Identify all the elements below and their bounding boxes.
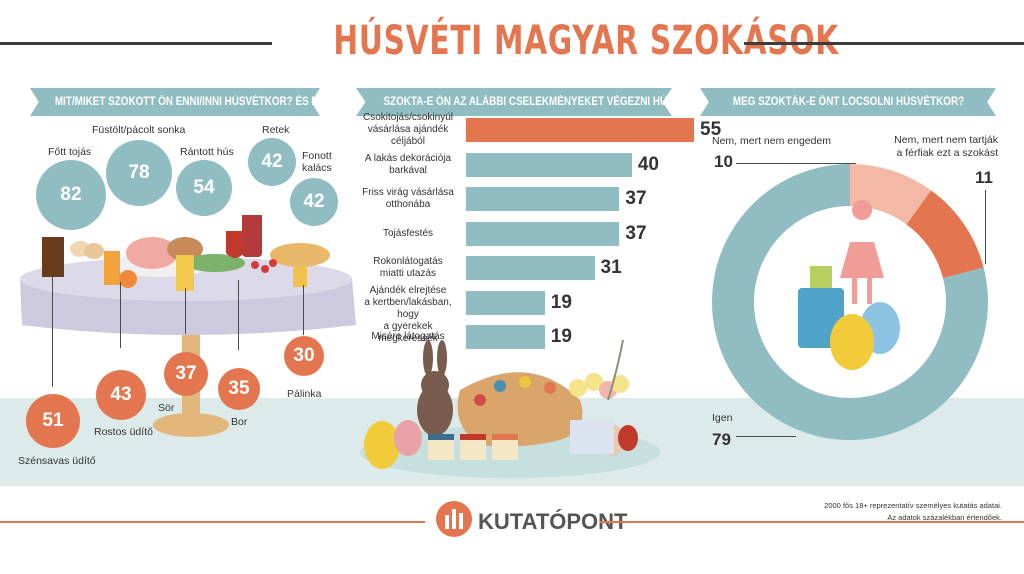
donut-label-nem-engedem: Nem, mert nem engedem bbox=[712, 135, 832, 147]
donut-value-nem-engedem: 10 bbox=[714, 152, 733, 171]
bar-category-label: Ajándék elrejtése a kertben/lakásban, ho… bbox=[364, 284, 452, 344]
drink-label-sor: Sör bbox=[158, 402, 175, 414]
bar-category-label: Misére látogatás bbox=[371, 331, 445, 342]
donut-slice bbox=[712, 164, 988, 440]
activities-section-header: SZOKTA-E ÖN AZ ALÁBBI CSELEKMÉNYEKET VÉG… bbox=[356, 88, 672, 116]
food-bubble-rantott-hus: 54 bbox=[176, 160, 232, 216]
perfume-egg-illustration bbox=[798, 200, 900, 370]
easter-illustration bbox=[360, 340, 660, 478]
food-section-header: MIT/MIKET SZOKOTT ÖN ENNI/INNI HÚSVÉTKOR… bbox=[30, 88, 320, 116]
bar-value-label: 40 bbox=[637, 153, 659, 175]
food-bubble-retek: 42 bbox=[248, 138, 296, 186]
bar-category-label: Friss virág vásárlása otthonába bbox=[362, 187, 454, 210]
bar-category-label: Tojásfestés bbox=[382, 227, 434, 239]
kutatopont-logo-icon bbox=[436, 501, 472, 537]
food-label-kalacs: Fonott kalács bbox=[302, 150, 332, 174]
food-bubble-kalacs: 42 bbox=[290, 178, 338, 226]
bar bbox=[466, 221, 620, 246]
donut-leader-nem-tartjak bbox=[985, 190, 986, 264]
bar bbox=[466, 256, 595, 280]
bar bbox=[466, 118, 694, 142]
donut-value-igen: 79 bbox=[712, 430, 731, 449]
donut-slice bbox=[906, 190, 984, 279]
food-bubble-fott-tojas: 82 bbox=[36, 160, 106, 230]
donut-leader-igen bbox=[736, 436, 796, 437]
sprinkle-section-header-text: MEG SZOKTÁK-E ÖNT LOCSOLNI HÚSVÉTKOR? bbox=[732, 96, 964, 108]
bar bbox=[466, 290, 545, 315]
donut-leader-line-nem-engedem bbox=[736, 163, 856, 164]
drink-label-rostos: Rostos üdítő bbox=[94, 426, 153, 438]
sprinkle-section-header: MEG SZOKTÁK-E ÖNT LOCSOLNI HÚSVÉTKOR? bbox=[700, 88, 996, 116]
title-divider-left bbox=[0, 42, 272, 45]
bar-category-label: Csokitojás/csokinyúl vásárlása ajándék c… bbox=[362, 112, 454, 147]
bar-value-label: 19 bbox=[550, 291, 572, 313]
bar-value-label: 37 bbox=[625, 222, 647, 244]
drink-bubble-rostos: 43 bbox=[96, 370, 146, 420]
food-label-sonka: Füstölt/pácolt sonka bbox=[92, 124, 186, 136]
food-section-header-text: MIT/MIKET SZOKOTT ÖN ENNI/INNI HÚSVÉTKOR… bbox=[54, 96, 360, 108]
footer-divider-left bbox=[0, 521, 425, 523]
leader-line-bor bbox=[238, 280, 239, 350]
footnote-unit: Az adatok százalékban értendőek. bbox=[887, 513, 1002, 522]
bar-value-label: 31 bbox=[600, 257, 622, 278]
food-bubble-sonka: 78 bbox=[106, 140, 172, 206]
title-divider-right bbox=[744, 42, 1024, 45]
drink-bubble-sor: 37 bbox=[164, 352, 208, 396]
footnote-sample: 2000 fős 18+ reprezentatív személyes kut… bbox=[824, 501, 1002, 510]
food-label-retek: Retek bbox=[262, 124, 290, 136]
bar bbox=[466, 325, 545, 349]
bar-value-label: 37 bbox=[625, 188, 647, 209]
footer-divider-right bbox=[600, 521, 1024, 523]
activities-section-header-text: SZOKTA-E ÖN AZ ALÁBBI CSELEKMÉNYEKET VÉG… bbox=[383, 96, 722, 108]
bar-value-label: 19 bbox=[550, 326, 572, 347]
activities-bar-chart: Csokitojás/csokinyúl vásárlása ajándék c… bbox=[356, 112, 721, 358]
drink-label-szensavas: Szénsavas üdítő bbox=[18, 455, 96, 467]
leader-line-sor bbox=[185, 288, 186, 334]
drink-bubble-palinka: 30 bbox=[284, 336, 324, 376]
donut-value-nem-tartjak: 11 bbox=[975, 168, 993, 187]
leader-line-szensavas bbox=[52, 275, 53, 387]
leader-line-rostos bbox=[120, 282, 121, 348]
page-title: HÚSVÉTI MAGYAR SZOKÁSOK bbox=[333, 18, 839, 64]
drink-bubble-bor: 35 bbox=[218, 368, 260, 410]
bar-value-label: 55 bbox=[700, 119, 722, 140]
food-label-fott-tojas: Főtt tojás bbox=[48, 146, 92, 158]
bar bbox=[466, 187, 620, 211]
donut-slice bbox=[850, 164, 932, 225]
drink-label-palinka: Pálinka bbox=[287, 388, 322, 400]
sprinkle-donut-chart bbox=[712, 164, 988, 440]
bar bbox=[466, 152, 632, 177]
food-label-rantott-hus: Rántott hús bbox=[180, 146, 234, 158]
leader-line-palinka bbox=[303, 285, 304, 335]
bar-category-label: Rokonlátogatás miatti utazás bbox=[373, 256, 443, 279]
drink-bubble-szensavas: 51 bbox=[26, 394, 80, 448]
bar-category-label: A lakás dekorációja barkával bbox=[364, 152, 452, 176]
drink-label-bor: Bor bbox=[231, 416, 248, 428]
donut-label-igen: Igen bbox=[712, 412, 733, 424]
donut-label-nem-tartjak: Nem, mert nem tartják a férfiak ezt a sz… bbox=[894, 134, 998, 159]
table-illustration bbox=[20, 215, 356, 437]
